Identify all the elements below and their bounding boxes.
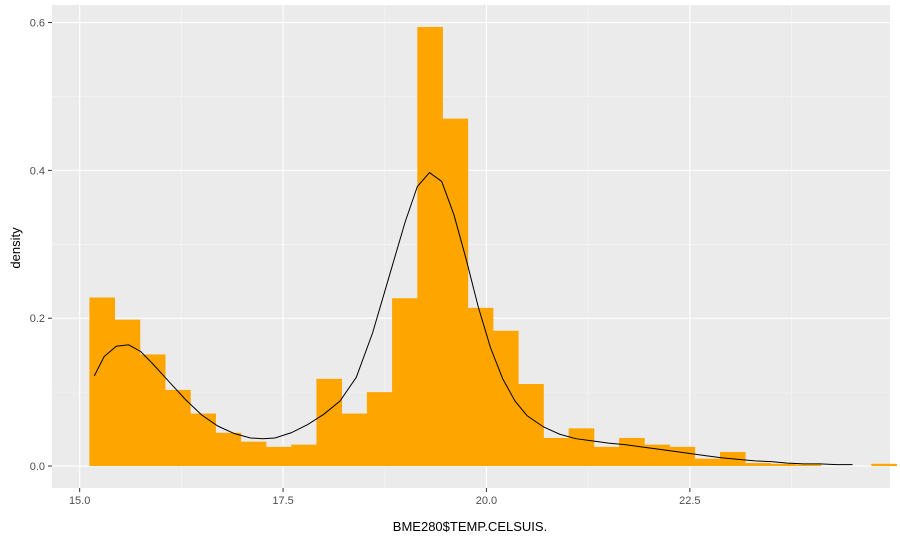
- histogram-bar: [114, 319, 141, 467]
- x-axis-ticks: 15.0 17.5 20.0 22.5: [69, 488, 701, 507]
- histogram-bar: [215, 432, 242, 467]
- x-tick-label: 22.5: [679, 495, 700, 507]
- histogram-bar: [392, 298, 418, 467]
- histogram-bar: [291, 444, 317, 467]
- histogram-bar: [165, 389, 191, 467]
- histogram-bar: [139, 354, 166, 467]
- histogram-bar: [568, 428, 595, 467]
- histogram-bar: [745, 463, 771, 467]
- histogram-bar: [694, 458, 721, 467]
- density-curve: [93, 171, 853, 466]
- histogram-bar: [543, 437, 570, 467]
- histogram-bar: [417, 26, 443, 467]
- histogram-bar: [770, 463, 797, 467]
- histogram-bars: [89, 26, 897, 467]
- histogram-bar: [518, 383, 544, 467]
- histogram-bar: [341, 413, 368, 467]
- histogram-bar: [240, 441, 267, 467]
- histogram-bar: [442, 118, 469, 467]
- x-tick-label: 17.5: [272, 495, 293, 507]
- histogram-bar: [669, 446, 696, 467]
- histogram-bar: [619, 437, 645, 467]
- histogram-bar: [265, 446, 292, 467]
- histogram-bar: [492, 330, 519, 467]
- y-tick-label: 0.6: [30, 18, 45, 30]
- x-axis-title: BME280$TEMP.CELSUIS.: [393, 519, 547, 534]
- histogram-bar: [467, 307, 494, 467]
- y-tick-label: 0.0: [30, 461, 45, 473]
- histogram-bar: [366, 392, 393, 467]
- x-tick-label: 20.0: [476, 495, 497, 507]
- histogram-bar: [190, 413, 216, 467]
- histogram-bar: [89, 297, 116, 467]
- histogram-bar: [316, 378, 343, 467]
- histogram-bar: [593, 446, 620, 467]
- y-tick-label: 0.4: [30, 165, 45, 177]
- x-tick-label: 15.0: [69, 495, 90, 507]
- y-axis-title: density: [8, 227, 23, 269]
- histogram-bar: [871, 463, 897, 467]
- y-axis-ticks: 0.0 0.2 0.4 0.6: [30, 18, 52, 473]
- histogram-bar: [795, 464, 822, 467]
- y-tick-label: 0.2: [30, 313, 45, 325]
- minor-gridlines: [52, 5, 890, 488]
